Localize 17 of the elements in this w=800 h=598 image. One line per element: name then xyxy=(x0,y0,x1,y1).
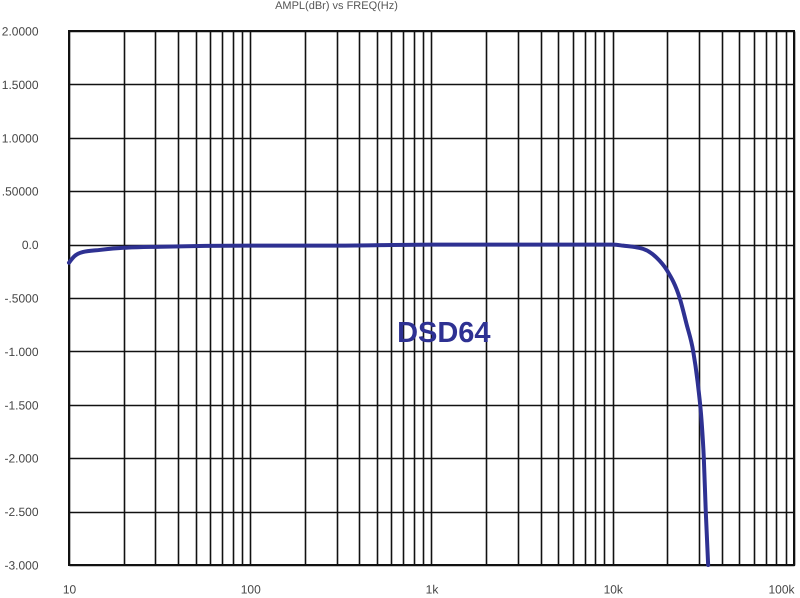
y-tick-label: 0.0 xyxy=(22,238,39,252)
x-tick-label: 100k xyxy=(768,582,796,596)
y-tick-label: -.5000 xyxy=(4,292,39,306)
y-tick-label: -1.500 xyxy=(4,398,39,412)
chart-title: AMPL(dBr) vs FREQ(Hz) xyxy=(275,0,398,12)
y-tick-label: .50000 xyxy=(2,184,39,199)
y-tick-label: -2.000 xyxy=(4,452,39,466)
x-tick-label: 100 xyxy=(240,582,262,596)
y-tick-label: 1.0000 xyxy=(2,131,39,146)
x-tick-label: 1k xyxy=(426,582,440,596)
y-tick-label: 1.5000 xyxy=(2,78,39,92)
y-tick-label: 2.0000 xyxy=(2,24,39,38)
y-tick-label: -3.000 xyxy=(4,558,39,572)
x-tick-label: 10 xyxy=(62,582,76,596)
y-tick-label: -2.500 xyxy=(4,505,39,520)
x-tick-label: 10k xyxy=(604,582,624,596)
y-tick-label: -1.000 xyxy=(4,344,39,359)
